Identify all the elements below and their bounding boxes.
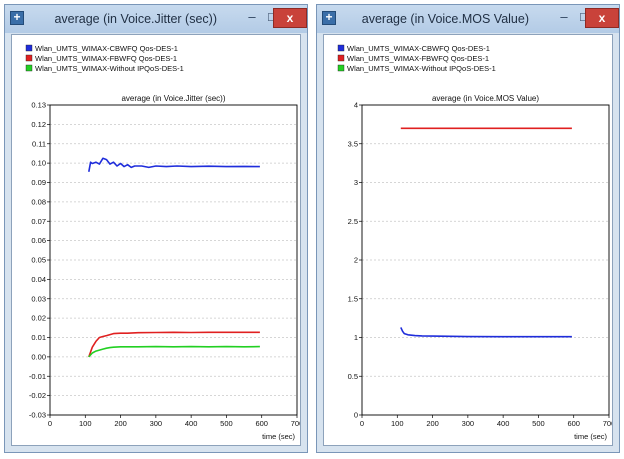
y-tick-label: 2.5 [348,217,358,226]
legend-swatch [337,64,345,72]
x-tick-label: 0 [48,419,52,428]
close-button[interactable]: x [585,8,619,28]
x-axis-label: time (sec) [574,432,607,441]
minimize-button[interactable]: – [560,9,568,24]
series-line [400,327,572,338]
x-tick-label: 700 [603,419,612,428]
mos-window-titlebar[interactable]: + average (in Voice.MOS Value) – □ x [317,5,619,33]
y-tick-label: 0.02 [31,314,46,323]
legend-label: Wlan_UMTS_WIMAX-FBWFQ Qos-DES-1 [35,54,177,63]
legend-swatch [25,64,33,72]
x-tick-label: 200 [114,419,127,428]
maximize-button[interactable]: □ [580,9,588,24]
app-icon[interactable]: + [322,11,336,25]
x-tick-label: 0 [360,419,364,428]
series-line [88,331,260,358]
y-tick-label: 0.08 [31,197,46,206]
x-tick-label: 200 [426,419,439,428]
y-tick-label: 3.5 [348,139,358,148]
legend-swatch [25,54,33,62]
y-tick-label: 0.07 [31,217,46,226]
y-tick-label: 0.04 [31,275,46,284]
y-tick-label: 0 [354,411,358,420]
window-title: average (in Voice.MOS Value) [361,12,529,26]
x-tick-label: 300 [462,419,475,428]
series-line [88,157,260,172]
y-tick-label: 1.5 [348,294,358,303]
close-button[interactable]: x [273,8,307,28]
legend-swatch [337,54,345,62]
x-tick-label: 500 [220,419,233,428]
y-tick-label: 3 [354,178,358,187]
y-tick-label: 0.5 [348,372,358,381]
y-tick-label: 0.12 [31,120,46,129]
y-tick-label: 0.01 [31,333,46,342]
window-title: average (in Voice.Jitter (sec)) [54,12,217,26]
y-tick-label: 1 [354,333,358,342]
y-tick-label: 2 [354,256,358,265]
plot-frame [49,104,298,416]
legend-label: Wlan_UMTS_WIMAX-CBWFQ Qos-DES-1 [35,44,178,53]
y-tick-label: 0.11 [32,139,46,148]
chart-title: average (in Voice.Jitter (sec)) [121,94,225,103]
y-tick-label: 0.05 [31,256,46,265]
mos-chart: Wlan_UMTS_WIMAX-CBWFQ Qos-DES-1Wlan_UMTS… [337,44,612,441]
mos-chart-panel: Wlan_UMTS_WIMAX-CBWFQ Qos-DES-1 Wlan_UMTS… [323,34,613,446]
plot-frame [361,104,610,416]
mos-window: + average (in Voice.MOS Value) – □ x Wla… [316,4,620,453]
y-tick-label: 0.06 [31,236,46,245]
y-tick-label: 0.03 [31,294,46,303]
y-tick-label: -0.02 [29,391,46,400]
series-line [88,345,260,358]
x-axis-label: time (sec) [262,432,295,441]
legend-label: Wlan_UMTS_WIMAX-CBWFQ Qos-DES-1 [347,44,490,53]
x-tick-label: 700 [291,419,300,428]
x-tick-label: 500 [532,419,545,428]
y-tick-label: 0.10 [31,159,46,168]
legend-swatch [25,44,33,52]
legend-label: Wlan_UMTS_WIMAX-FBWFQ Qos-DES-1 [347,54,489,63]
x-tick-label: 100 [391,419,404,428]
x-tick-label: 300 [150,419,163,428]
maximize-button[interactable]: □ [268,9,276,24]
legend-label: Wlan_UMTS_WIMAX-Without IPQoS-DES-1 [35,64,184,73]
x-tick-label: 400 [497,419,510,428]
y-tick-label: 4 [354,101,358,110]
jitter-chart: Wlan_UMTS_WIMAX-CBWFQ Qos-DES-1Wlan_UMTS… [25,44,300,441]
legend-label: Wlan_UMTS_WIMAX-Without IPQoS-DES-1 [347,64,496,73]
legend-swatch [337,44,345,52]
minimize-button[interactable]: – [248,9,256,24]
y-tick-label: -0.01 [29,372,46,381]
x-tick-label: 600 [567,419,580,428]
x-tick-label: 400 [185,419,198,428]
y-tick-label: 0.09 [31,178,46,187]
jitter-chart-panel: Wlan_UMTS_WIMAX-CBWFQ Qos-DES-1 Wlan_UMTS… [11,34,301,446]
x-tick-label: 100 [79,419,92,428]
app-icon[interactable]: + [10,11,24,25]
y-tick-label: -0.03 [29,411,46,420]
chart-title: average (in Voice.MOS Value) [432,94,539,103]
y-tick-label: 0.13 [31,101,46,110]
x-tick-label: 600 [255,419,268,428]
y-tick-label: 0.00 [31,352,46,361]
jitter-window: + average (in Voice.Jitter (sec)) – □ x … [4,4,308,453]
jitter-window-titlebar[interactable]: + average (in Voice.Jitter (sec)) – □ x [5,5,307,33]
